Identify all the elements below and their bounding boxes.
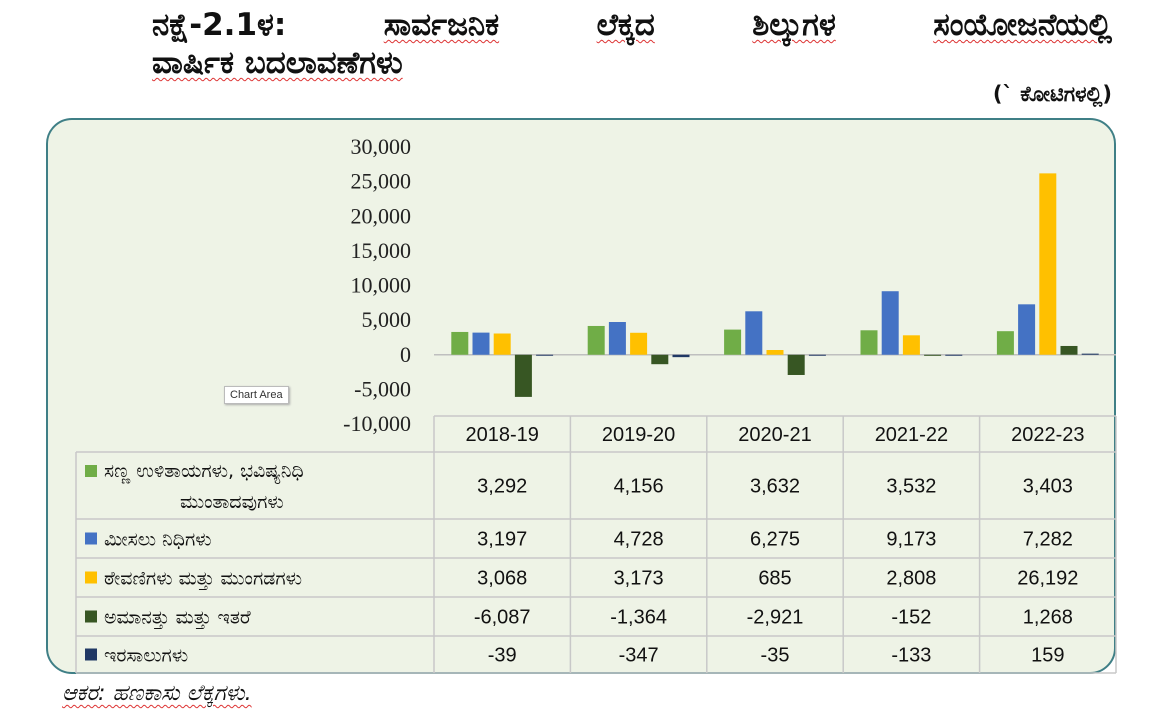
title-word: ಸಾರ್ವಜನಿಕ <box>383 7 500 43</box>
bar <box>472 332 490 355</box>
data-value: -133 <box>891 645 931 667</box>
data-value: 6,275 <box>750 529 800 551</box>
series-name: ಠೇವಣಿಗಳು ಮತ್ತು ಮುಂಗಡಗಳು <box>104 568 302 591</box>
legend-key <box>85 648 97 661</box>
data-value: -347 <box>619 645 659 667</box>
source-note: ಆಕರ: ಹಣಕಾಸು ಲೆಕ್ಕಗಳು. <box>62 681 252 706</box>
data-value: -6,087 <box>474 607 531 629</box>
chart-area-tooltip: Chart Area <box>224 386 289 404</box>
data-value: 2,808 <box>886 568 936 590</box>
data-value: 3,532 <box>886 476 936 498</box>
bar <box>608 322 626 355</box>
title-word: ನಕ್ಷೆ-2.1ಳ: <box>152 7 287 43</box>
data-value: 9,173 <box>886 529 936 551</box>
bar <box>651 354 669 365</box>
bar <box>451 331 469 355</box>
category-label: 2020-21 <box>738 424 811 446</box>
bar <box>1081 353 1099 355</box>
data-value: -39 <box>488 645 517 667</box>
title-word: ಶಿಲ್ಕುಗಳ <box>752 7 836 43</box>
data-value: 159 <box>1031 645 1064 667</box>
bar <box>724 329 742 355</box>
y-tick-label: -5,000 <box>354 376 411 401</box>
category-label: 2021-22 <box>875 424 948 446</box>
bar <box>1039 173 1057 355</box>
data-value: 1,268 <box>1023 607 1073 629</box>
category-label: 2018-19 <box>465 424 538 446</box>
data-value: -152 <box>891 607 931 629</box>
y-tick-label: 0 <box>400 342 411 367</box>
data-value: 685 <box>758 568 791 590</box>
series-name: ಅಮಾನತ್ತು ಮತ್ತು ಇತರೆ <box>104 607 251 630</box>
data-value: -2,921 <box>747 607 804 629</box>
data-value: 3,068 <box>477 568 527 590</box>
bar <box>1018 304 1036 355</box>
data-value: 4,156 <box>614 476 664 498</box>
bar <box>1060 345 1078 355</box>
chart-title-line1: ನಕ್ಷೆ-2.1ಳ: ಸಾರ್ವಜನಿಕ ಲೆಕ್ಕದ ಶಿಲ್ಕುಗಳ ಸಂ… <box>152 6 1112 44</box>
legend-key <box>85 465 97 477</box>
y-tick-label: 25,000 <box>351 169 412 194</box>
data-value: -35 <box>761 645 790 667</box>
y-tick-label: 15,000 <box>351 238 412 263</box>
bar <box>587 325 605 355</box>
bar <box>902 335 920 355</box>
series-name: ಸಣ್ಣ ಉಳಿತಾಯಗಳು, ಭವಿಷ್ಯನಿಧಿ ಮುಂತಾದವುಗಳು <box>104 460 304 513</box>
bar <box>514 354 532 397</box>
data-value: -1,364 <box>610 607 667 629</box>
chart-title-line2: ವಾರ್ಷಿಕ ಬದಲಾವಣೆಗಳು <box>152 45 403 81</box>
legend-key <box>85 610 97 623</box>
y-tick-label: -10,000 <box>343 411 411 436</box>
title-word: ಸಂಯೋಜನೆಯಲ್ಲಿ <box>933 7 1112 43</box>
category-label: 2019-20 <box>602 424 675 446</box>
y-tick-label: 5,000 <box>362 307 412 332</box>
data-value: 3,197 <box>477 529 527 551</box>
category-label: 2022-23 <box>1011 424 1084 446</box>
y-tick-label: 20,000 <box>351 203 412 228</box>
bar <box>860 330 878 355</box>
y-tick-label: 30,000 <box>351 134 412 159</box>
data-value: 3,403 <box>1023 476 1073 498</box>
data-value: 4,728 <box>614 529 664 551</box>
y-tick-label: 10,000 <box>351 273 412 298</box>
bar <box>745 311 763 355</box>
legend-key <box>85 571 97 584</box>
bar <box>881 291 899 355</box>
bar <box>808 354 826 356</box>
unit-label: (` ಕೋಟಿಗಳಲ್ಲಿ) <box>992 82 1112 106</box>
bar <box>787 354 805 375</box>
bar <box>536 354 554 356</box>
bar <box>493 333 511 355</box>
bar <box>996 331 1014 355</box>
legend-key <box>85 532 97 545</box>
bar <box>630 332 648 355</box>
bar <box>924 354 942 356</box>
bar <box>766 350 784 355</box>
series-name: ಇರಸಾಲುಗಳು <box>104 645 188 667</box>
data-value: 3,632 <box>750 476 800 498</box>
data-value: 3,292 <box>477 476 527 498</box>
bar <box>945 354 963 356</box>
series-name: ಮೀಸಲು ನಿಧಿಗಳು <box>104 529 212 551</box>
data-value: 7,282 <box>1023 529 1073 551</box>
chart-title: ನಕ್ಷೆ-2.1ಳ: ಸಾರ್ವಜನಿಕ ಲೆಕ್ಕದ ಶಿಲ್ಕುಗಳ ಸಂ… <box>152 6 1112 82</box>
data-value: 3,173 <box>614 568 664 590</box>
title-word: ಲೆಕ್ಕದ <box>596 7 655 43</box>
bar <box>672 354 690 358</box>
data-value: 26,192 <box>1017 568 1078 590</box>
